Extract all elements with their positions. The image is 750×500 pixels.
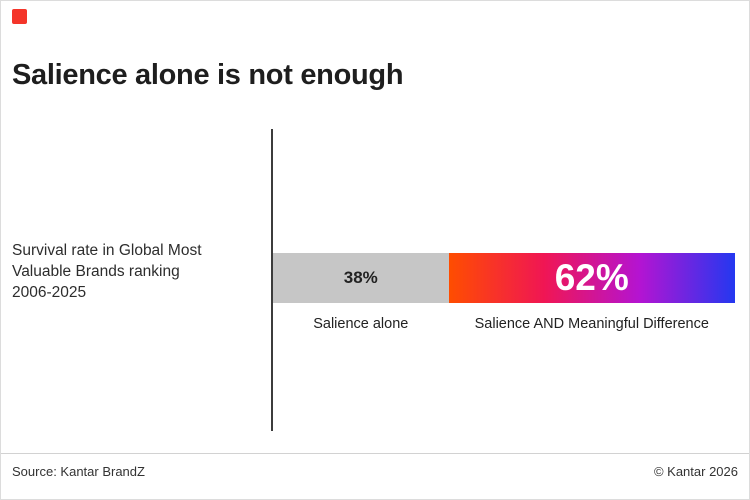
chart-category-label: Survival rate in Global Most Valuable Br…	[12, 242, 202, 301]
segment-caption-salience-alone: Salience alone	[313, 316, 409, 332]
chart-axis-line	[271, 129, 273, 431]
segment-caption-salience-and-md: Salience AND Meaningful Difference	[474, 316, 709, 332]
kantar-logo-mark	[12, 9, 27, 24]
bar-gray-segment: 38%	[273, 253, 449, 303]
page-title: Salience alone is not enough	[12, 59, 404, 91]
footer: Source: Kantar BrandZ © Kantar 2026	[12, 464, 738, 479]
bar-gradient-segment: 62%	[448, 253, 735, 303]
bar-segment-salience-alone: 38% Salience alone	[273, 253, 449, 332]
source-text: Source: Kantar BrandZ	[12, 464, 145, 479]
stacked-bar-chart: 38% Salience alone 62% Salience AND Mean…	[273, 253, 735, 332]
data-label-salience-alone: 38%	[343, 268, 378, 287]
data-label-salience-and-md: 62%	[554, 257, 629, 298]
copyright-text: © Kantar 2026	[653, 464, 738, 479]
footer-divider	[1, 453, 749, 454]
bar-segment-salience-and-md: 62% Salience AND Meaningful Difference	[448, 253, 735, 332]
